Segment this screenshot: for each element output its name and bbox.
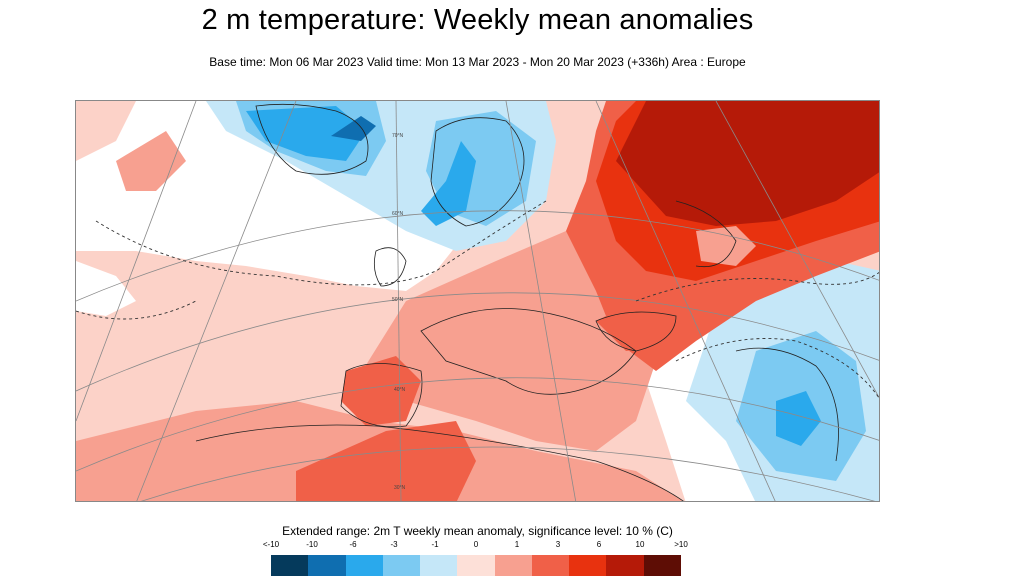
- legend-label: >10: [674, 540, 688, 549]
- warm-anomaly-iberia: [341, 356, 421, 426]
- legend-swatch: [382, 555, 421, 576]
- warm-anomaly-atlantic-west: [116, 131, 186, 191]
- legend-bar: [271, 555, 681, 576]
- legend-label: -1: [431, 540, 439, 549]
- grid-label: 60°N: [392, 211, 404, 217]
- cold-anomaly-core: [246, 106, 366, 161]
- legend-label: 1: [514, 540, 520, 549]
- legend-swatch: [345, 555, 383, 576]
- legend-swatch: [531, 555, 570, 576]
- warm-anomaly-central: [356, 231, 656, 451]
- legend-swatch: [569, 555, 607, 576]
- legend-label: 6: [596, 540, 602, 549]
- anomaly-map: 70°N 60°N 50°N 40°N 30°N: [75, 100, 880, 502]
- grid-label: 70°N: [392, 133, 404, 139]
- grid-label: 30°N: [394, 485, 406, 491]
- legend-label: <-10: [262, 540, 280, 549]
- color-legend: <-10 -10 -6 -3 -1 0 1 3 6 10 >10: [263, 540, 688, 576]
- chart-title: 2 m temperature: Weekly mean anomalies: [201, 4, 754, 36]
- coastlines: [195, 103, 839, 501]
- legend-swatch: [271, 555, 309, 576]
- legend-labels: <-10 -10 -6 -3 -1 0 1 3 6 10 >10: [263, 540, 688, 554]
- legend-label: 10: [635, 540, 645, 549]
- cold-anomaly-east-core: [776, 391, 821, 446]
- legend-title: Extended range: 2m T weekly mean anomaly…: [282, 524, 673, 538]
- legend-swatch: [606, 555, 644, 576]
- legend-label: -10: [306, 540, 318, 549]
- warm-anomaly-lake-region: [696, 226, 756, 266]
- grid-label: 50°N: [392, 297, 404, 303]
- legend-swatch: [420, 555, 458, 576]
- cold-anomaly-strong: [331, 116, 376, 141]
- cold-anomaly-core-2: [421, 141, 476, 226]
- legend-swatch: [457, 555, 495, 576]
- grid-label: 40°N: [394, 387, 406, 393]
- legend-label: 0: [473, 540, 479, 549]
- legend-label: 3: [555, 540, 561, 549]
- warm-anomaly-sahara: [296, 421, 476, 501]
- warm-anomaly-russia-core: [616, 101, 879, 226]
- graticule: [76, 101, 879, 501]
- legend-swatch: [308, 555, 346, 576]
- legend-label: -3: [390, 540, 398, 549]
- legend-swatch: [494, 555, 532, 576]
- legend-label: -6: [349, 540, 357, 549]
- legend-swatch: [643, 555, 681, 576]
- chart-subtitle: Base time: Mon 06 Mar 2023 Valid time: M…: [209, 55, 746, 69]
- significance-contours: [76, 200, 879, 399]
- warm-anomaly-black-sea: [596, 301, 676, 351]
